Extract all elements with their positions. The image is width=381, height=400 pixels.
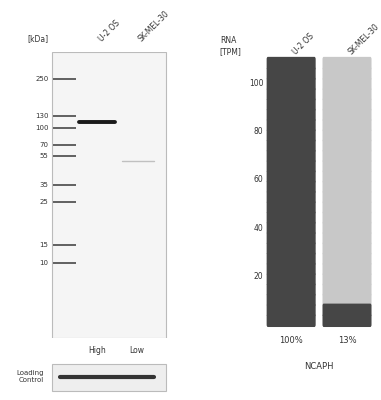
FancyBboxPatch shape bbox=[322, 67, 371, 80]
FancyBboxPatch shape bbox=[322, 304, 371, 317]
Text: 100: 100 bbox=[35, 125, 48, 131]
FancyBboxPatch shape bbox=[267, 221, 316, 234]
FancyBboxPatch shape bbox=[322, 221, 371, 234]
FancyBboxPatch shape bbox=[267, 170, 316, 183]
FancyBboxPatch shape bbox=[322, 314, 371, 327]
FancyBboxPatch shape bbox=[267, 98, 316, 111]
FancyBboxPatch shape bbox=[322, 160, 371, 173]
FancyBboxPatch shape bbox=[267, 78, 316, 90]
Text: SK-MEL-30: SK-MEL-30 bbox=[347, 22, 381, 56]
FancyBboxPatch shape bbox=[322, 242, 371, 255]
FancyBboxPatch shape bbox=[322, 293, 371, 306]
FancyBboxPatch shape bbox=[322, 190, 371, 204]
FancyBboxPatch shape bbox=[267, 88, 316, 101]
Text: 35: 35 bbox=[40, 182, 48, 188]
FancyBboxPatch shape bbox=[267, 190, 316, 204]
Text: [kDa]: [kDa] bbox=[27, 34, 48, 44]
FancyBboxPatch shape bbox=[267, 118, 316, 132]
Text: U-2 OS: U-2 OS bbox=[291, 32, 316, 56]
Text: 250: 250 bbox=[35, 76, 48, 82]
FancyBboxPatch shape bbox=[267, 67, 316, 80]
FancyBboxPatch shape bbox=[267, 160, 316, 173]
Text: 40: 40 bbox=[253, 224, 263, 233]
FancyBboxPatch shape bbox=[322, 211, 371, 224]
FancyBboxPatch shape bbox=[53, 364, 166, 391]
Text: 70: 70 bbox=[39, 142, 48, 148]
Text: U-2 OS: U-2 OS bbox=[97, 19, 122, 44]
FancyBboxPatch shape bbox=[267, 139, 316, 152]
FancyBboxPatch shape bbox=[53, 52, 166, 338]
Text: 130: 130 bbox=[35, 113, 48, 119]
FancyBboxPatch shape bbox=[267, 252, 316, 265]
FancyBboxPatch shape bbox=[267, 314, 316, 327]
FancyBboxPatch shape bbox=[267, 262, 316, 276]
FancyBboxPatch shape bbox=[322, 283, 371, 296]
Text: RNA
[TPM]: RNA [TPM] bbox=[220, 36, 242, 56]
FancyBboxPatch shape bbox=[322, 78, 371, 90]
FancyBboxPatch shape bbox=[267, 211, 316, 224]
FancyBboxPatch shape bbox=[267, 57, 316, 70]
Text: 15: 15 bbox=[40, 242, 48, 248]
FancyBboxPatch shape bbox=[322, 149, 371, 162]
FancyBboxPatch shape bbox=[322, 57, 371, 70]
FancyBboxPatch shape bbox=[267, 108, 316, 121]
FancyBboxPatch shape bbox=[322, 232, 371, 245]
FancyBboxPatch shape bbox=[267, 242, 316, 255]
FancyBboxPatch shape bbox=[267, 201, 316, 214]
Text: 60: 60 bbox=[253, 175, 263, 184]
FancyBboxPatch shape bbox=[267, 293, 316, 306]
Text: 100: 100 bbox=[249, 79, 263, 88]
Text: 20: 20 bbox=[254, 272, 263, 281]
FancyBboxPatch shape bbox=[322, 139, 371, 152]
FancyBboxPatch shape bbox=[267, 283, 316, 296]
Text: SK-MEL-30: SK-MEL-30 bbox=[136, 9, 171, 44]
FancyBboxPatch shape bbox=[322, 252, 371, 265]
FancyBboxPatch shape bbox=[322, 108, 371, 121]
FancyBboxPatch shape bbox=[322, 262, 371, 276]
Text: 25: 25 bbox=[40, 199, 48, 205]
FancyBboxPatch shape bbox=[322, 170, 371, 183]
Text: High: High bbox=[88, 346, 106, 355]
Text: Low: Low bbox=[129, 346, 144, 355]
FancyBboxPatch shape bbox=[322, 129, 371, 142]
Text: NCAPH: NCAPH bbox=[304, 362, 334, 371]
FancyBboxPatch shape bbox=[267, 129, 316, 142]
Text: 13%: 13% bbox=[338, 336, 356, 345]
FancyBboxPatch shape bbox=[267, 273, 316, 286]
Text: 55: 55 bbox=[40, 153, 48, 159]
Text: 10: 10 bbox=[39, 260, 48, 266]
Text: 100%: 100% bbox=[279, 336, 303, 345]
FancyBboxPatch shape bbox=[322, 88, 371, 101]
Text: Loading
Control: Loading Control bbox=[16, 370, 43, 383]
FancyBboxPatch shape bbox=[267, 232, 316, 245]
FancyBboxPatch shape bbox=[267, 304, 316, 317]
FancyBboxPatch shape bbox=[322, 201, 371, 214]
FancyBboxPatch shape bbox=[267, 180, 316, 193]
FancyBboxPatch shape bbox=[267, 149, 316, 162]
FancyBboxPatch shape bbox=[322, 118, 371, 132]
FancyBboxPatch shape bbox=[322, 273, 371, 286]
FancyBboxPatch shape bbox=[322, 98, 371, 111]
Text: 80: 80 bbox=[254, 127, 263, 136]
FancyBboxPatch shape bbox=[322, 180, 371, 193]
